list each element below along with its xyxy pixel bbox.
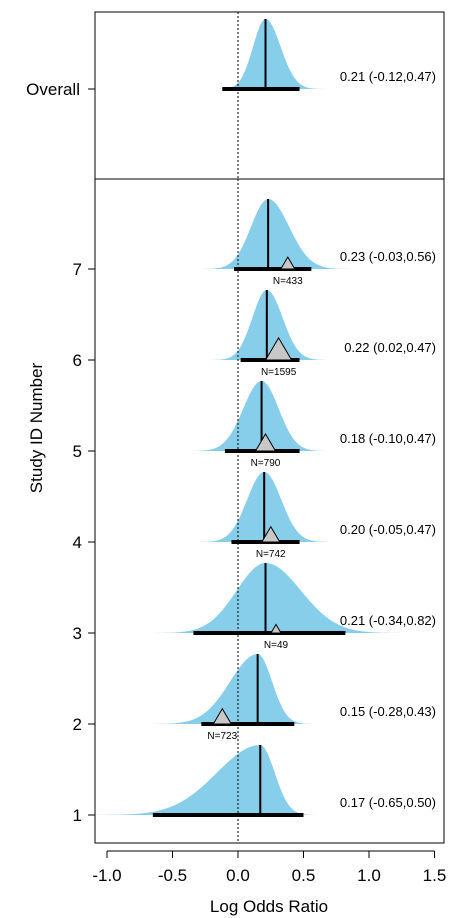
x-axis: -1.0 -0.5 0.0 0.5 1.0 1.5 bbox=[92, 850, 447, 885]
study-n-label-5: N=790 bbox=[251, 458, 281, 469]
study-ci-label-2: 0.15 (-0.28,0.43) bbox=[340, 704, 436, 719]
study-observed-marker-5 bbox=[254, 433, 277, 452]
overall-layer: 0.21 (-0.12,0.47) Overall bbox=[26, 12, 448, 179]
study-n-label-6: N=1595 bbox=[261, 367, 297, 378]
y-tick-label-3: 3 bbox=[73, 624, 82, 643]
study-ci-label-3: 0.21 (-0.34,0.82) bbox=[340, 613, 436, 628]
study-density-4 bbox=[183, 472, 354, 542]
study-observed-marker-3 bbox=[270, 623, 282, 634]
x-tick-label: 1.5 bbox=[423, 866, 447, 885]
x-tick-label: 0.5 bbox=[292, 866, 316, 885]
x-tick-label: -0.5 bbox=[158, 866, 187, 885]
studies-panel-frame bbox=[94, 178, 445, 844]
x-axis-label: Log Odds Ratio bbox=[210, 897, 328, 916]
study-density-5 bbox=[155, 381, 343, 451]
study-n-label-3: N=49 bbox=[264, 640, 289, 651]
y-tick-label-1: 1 bbox=[73, 806, 82, 825]
study-density-2 bbox=[93, 654, 330, 724]
study-ci-label-6: 0.22 (0.02,0.47) bbox=[344, 340, 436, 355]
study-ci-label-7: 0.23 (-0.03,0.56) bbox=[340, 249, 436, 264]
study-observed-marker-6 bbox=[264, 336, 293, 361]
study-n-label-2: N=723 bbox=[207, 731, 237, 742]
study-density-3 bbox=[93, 563, 448, 633]
study-ci-label-5: 0.18 (-0.10,0.47) bbox=[340, 431, 436, 446]
study-ci-label-4: 0.20 (-0.05,0.47) bbox=[340, 522, 436, 537]
x-tick-label: 1.0 bbox=[357, 866, 381, 885]
study-density-1 bbox=[93, 745, 376, 815]
y-axis-label: Study ID Number bbox=[27, 362, 46, 493]
study-n-label-4: N=742 bbox=[256, 549, 286, 560]
study-ci-label-1: 0.17 (-0.65,0.50) bbox=[340, 795, 436, 810]
y-tick-label-5: 5 bbox=[73, 442, 82, 461]
overall-density bbox=[93, 19, 448, 90]
y-tick-label-4: 4 bbox=[73, 533, 82, 552]
study-observed-marker-2 bbox=[212, 707, 233, 725]
y-tick-label-7: 7 bbox=[73, 260, 82, 279]
overall-ci-label: 0.21 (-0.12,0.47) bbox=[340, 69, 436, 84]
study-observed-marker-7 bbox=[279, 256, 296, 270]
study-density-7 bbox=[179, 199, 369, 269]
y-tick-label-2: 2 bbox=[73, 715, 82, 734]
studies-layer: 0.17 (-0.65,0.50) 1 N=723 0.15 (-0.28,0.43)… bbox=[73, 179, 448, 843]
study-observed-marker-4 bbox=[260, 525, 281, 543]
study-density-6 bbox=[209, 290, 346, 360]
study-n-label-7: N=433 bbox=[273, 276, 303, 287]
x-tick-label: 0.0 bbox=[226, 866, 250, 885]
y-tick-label-6: 6 bbox=[73, 351, 82, 370]
overall-label: Overall bbox=[26, 80, 80, 99]
x-tick-label: -1.0 bbox=[92, 866, 121, 885]
